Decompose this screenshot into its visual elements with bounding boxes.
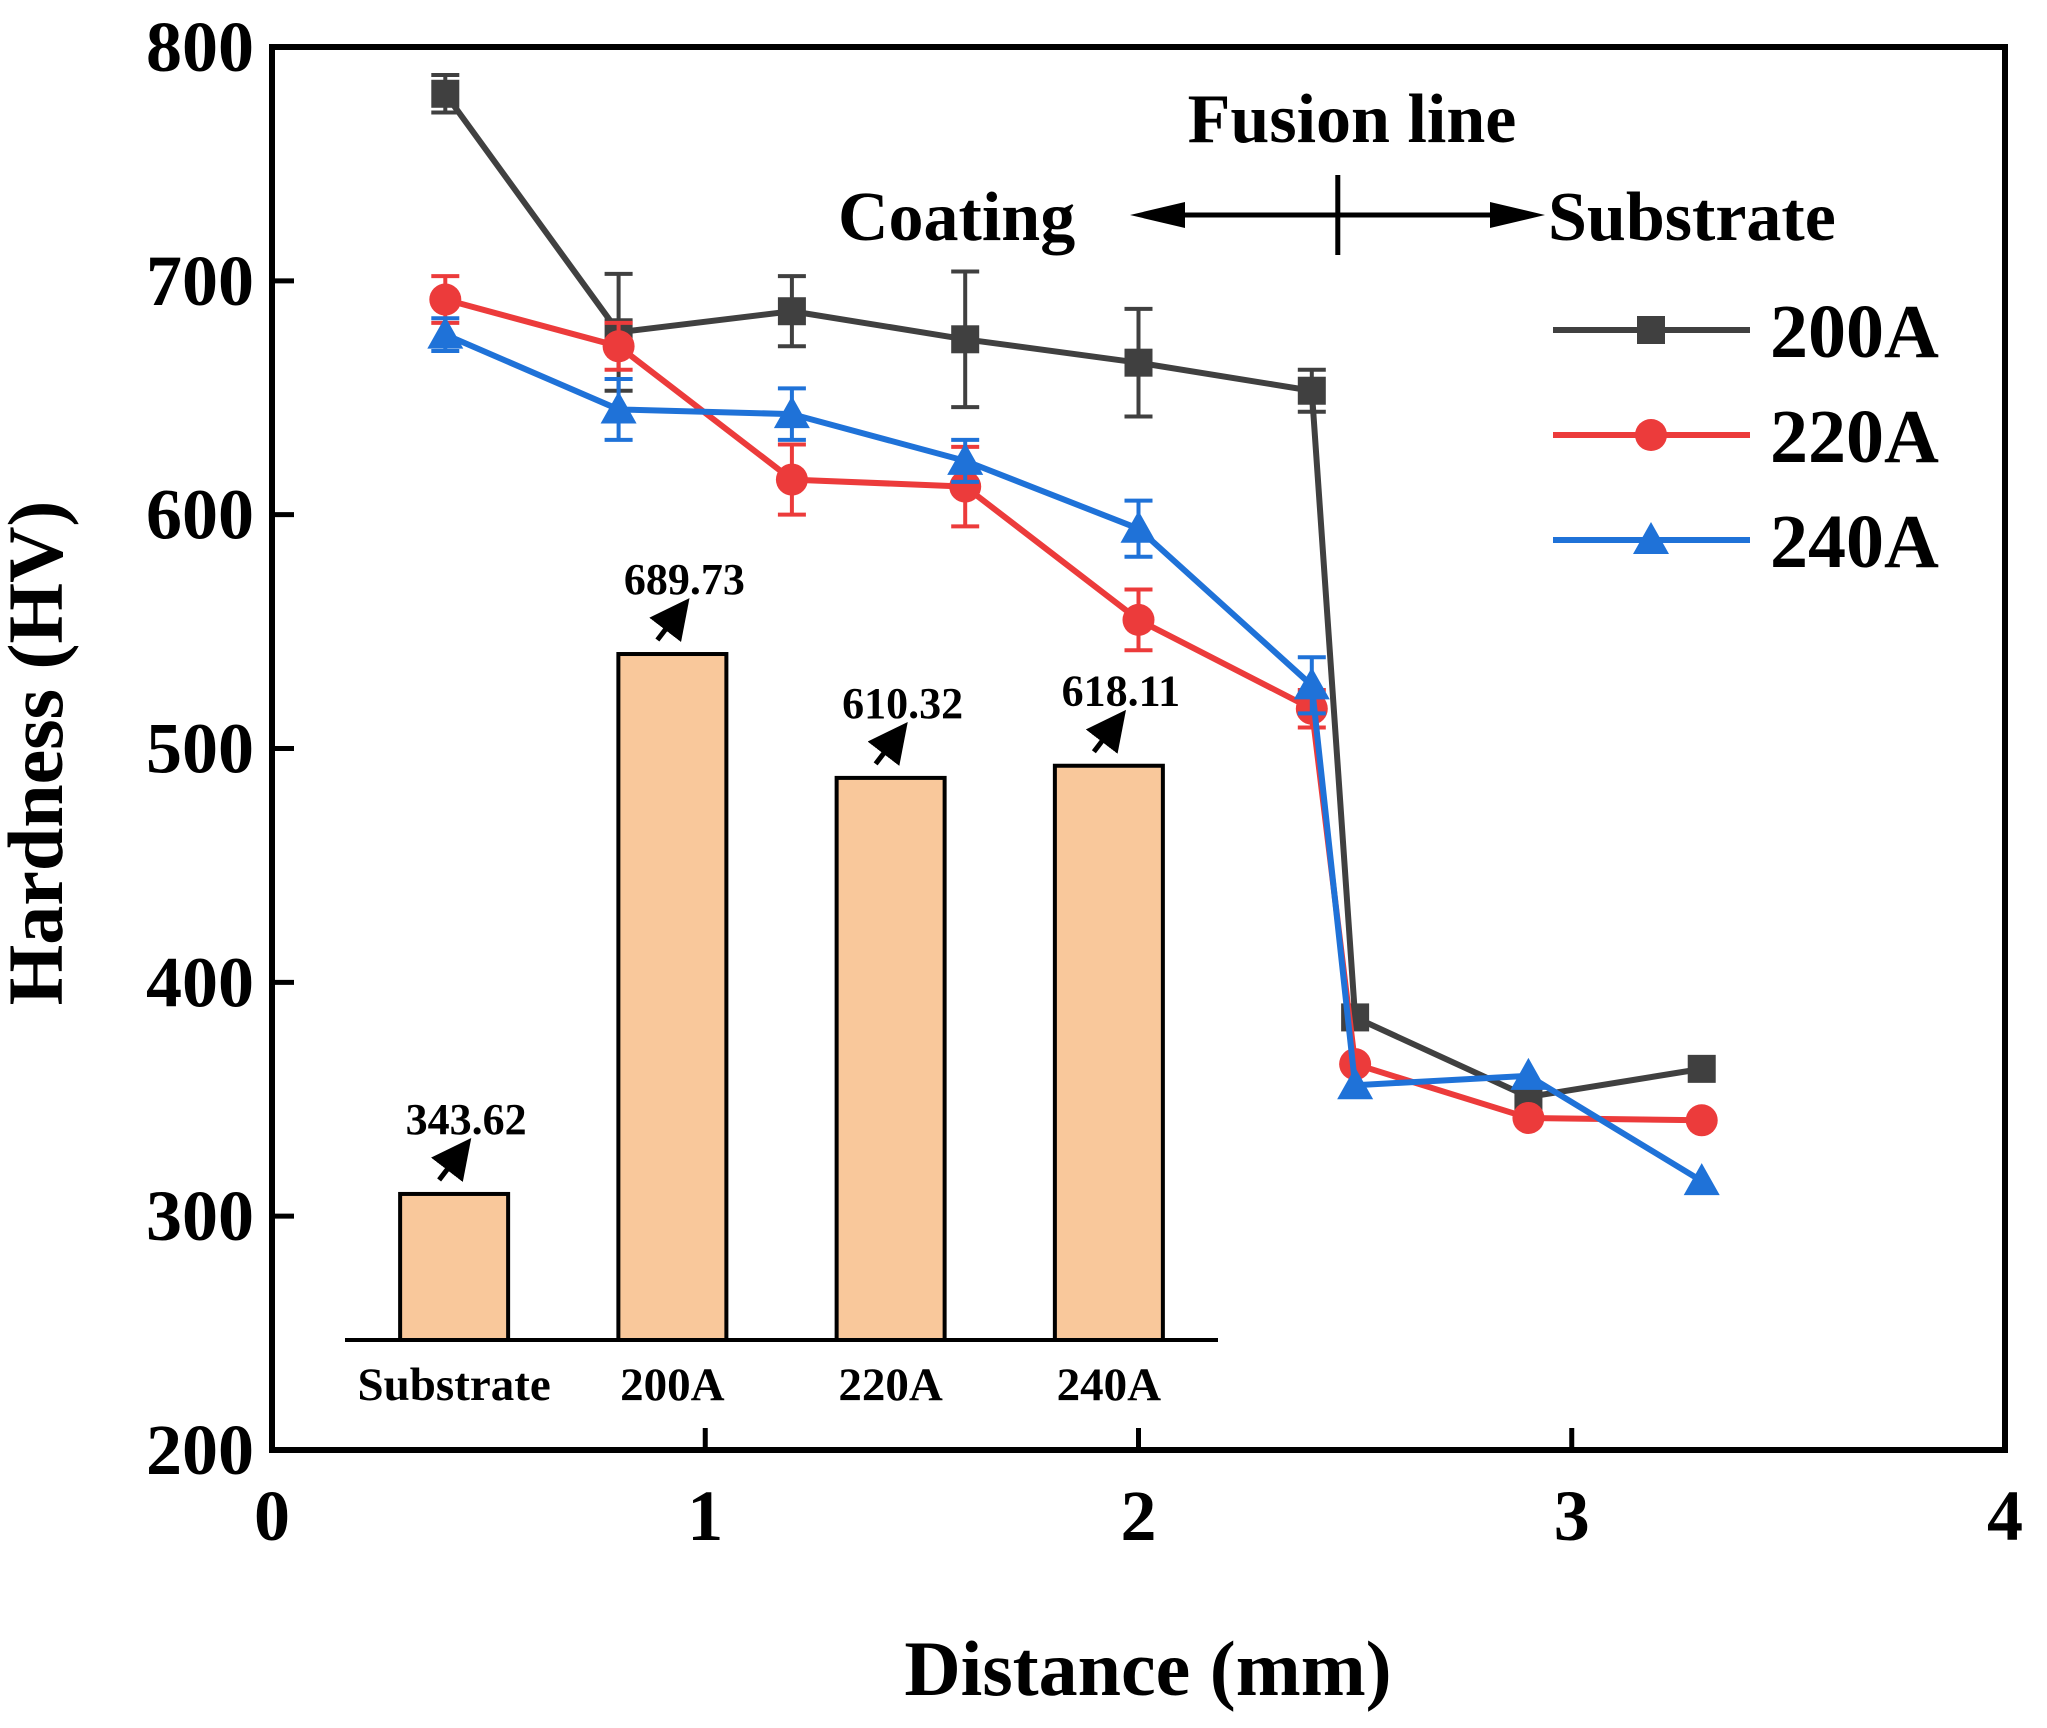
x-axis-title: Distance (mm): [904, 1625, 1391, 1712]
legend-marker-square: [1637, 316, 1665, 344]
y-tick-label: 400: [146, 942, 254, 1022]
inset-value-label: 343.62: [406, 1095, 527, 1144]
inset-value-arrow: [867, 721, 908, 766]
data-point-circle: [1685, 1104, 1718, 1137]
data-point-square: [1687, 1054, 1716, 1083]
data-point-triangle: [1337, 1067, 1374, 1100]
inset-value-label: 610.32: [842, 679, 963, 728]
right-arrow-head: [1490, 202, 1545, 228]
data-point-triangle: [1120, 510, 1157, 543]
left-arrow-head: [1130, 202, 1185, 228]
coating-label: Coating: [838, 179, 1075, 256]
x-tick-label: 4: [1987, 1476, 2023, 1556]
inset-category-label: 220A: [838, 1359, 943, 1411]
data-point-triangle: [773, 396, 810, 429]
inset-value-arrow: [431, 1138, 472, 1182]
data-point-square: [777, 297, 806, 326]
legend-label: 240A: [1770, 500, 1939, 584]
y-tick-label: 600: [146, 475, 254, 555]
data-point-square: [431, 79, 460, 108]
data-point-circle: [1512, 1101, 1545, 1134]
x-tick-label: 2: [1121, 1476, 1157, 1556]
data-point-circle: [429, 283, 462, 316]
axes: 200 300 400 500 600 700 800 0 1 2 3 4: [146, 7, 2023, 1556]
x-tick-label: 1: [687, 1476, 723, 1556]
data-point-triangle: [1683, 1163, 1720, 1196]
inset-bar: [834, 775, 947, 1342]
series-220A: [429, 274, 1718, 1137]
data-point-triangle: [1510, 1057, 1547, 1090]
y-tick-label: 200: [146, 1410, 254, 1490]
legend-item-200A: 200A: [1553, 290, 1939, 374]
data-point-square: [1297, 376, 1326, 405]
y-tick-label: 300: [146, 1176, 254, 1256]
inset-value-label: 618.11: [1062, 667, 1181, 716]
data-point-square: [1124, 348, 1153, 377]
data-point-triangle: [427, 316, 464, 349]
y-tick-label: 700: [146, 241, 254, 321]
legend: 200A 220A 240A: [1553, 290, 1939, 584]
x-tick-label: 0: [254, 1476, 290, 1556]
fusion-line-label: Fusion line: [1188, 81, 1517, 158]
inset-bar: [616, 652, 729, 1342]
legend-marker-triangle: [1633, 522, 1669, 554]
inset-category-label: 200A: [620, 1359, 725, 1411]
inset-value-arrow: [1085, 709, 1127, 754]
legend-label: 220A: [1770, 395, 1939, 479]
y-axis-title: Hardness (HV): [0, 501, 79, 1006]
x-tick-label: 3: [1554, 1476, 1590, 1556]
data-point-circle: [949, 470, 982, 503]
y-tick-label: 800: [146, 7, 254, 87]
data-point-circle: [775, 463, 808, 496]
data-point-triangle: [947, 442, 984, 475]
inset-bar: [398, 1191, 511, 1342]
data-point-square: [951, 325, 980, 354]
legend-item-240A: 240A: [1553, 500, 1939, 584]
y-tick-label: 500: [146, 709, 254, 789]
legend-label: 200A: [1770, 290, 1939, 374]
inset-bar: [1052, 763, 1165, 1342]
data-point-triangle: [600, 391, 637, 424]
legend-marker-circle: [1635, 419, 1667, 451]
inset-value-arrow: [649, 598, 690, 643]
annotations: Fusion line Coating Substrate: [838, 81, 1836, 256]
data-point-circle: [602, 330, 635, 363]
inset-category-label: Substrate: [358, 1359, 551, 1411]
legend-item-220A: 220A: [1553, 395, 1939, 479]
data-point-circle: [1122, 603, 1155, 636]
inset-bar-chart: Substrate 343.62 200A 689.73 220A 610.32 240A 6…: [345, 555, 1218, 1411]
series-240A: [427, 316, 1720, 1196]
inset-value-label: 689.73: [624, 555, 745, 604]
inset-category-label: 240A: [1057, 1359, 1162, 1411]
data-point-triangle: [1293, 667, 1330, 700]
substrate-label: Substrate: [1548, 179, 1836, 256]
series-layer: [427, 73, 1720, 1196]
